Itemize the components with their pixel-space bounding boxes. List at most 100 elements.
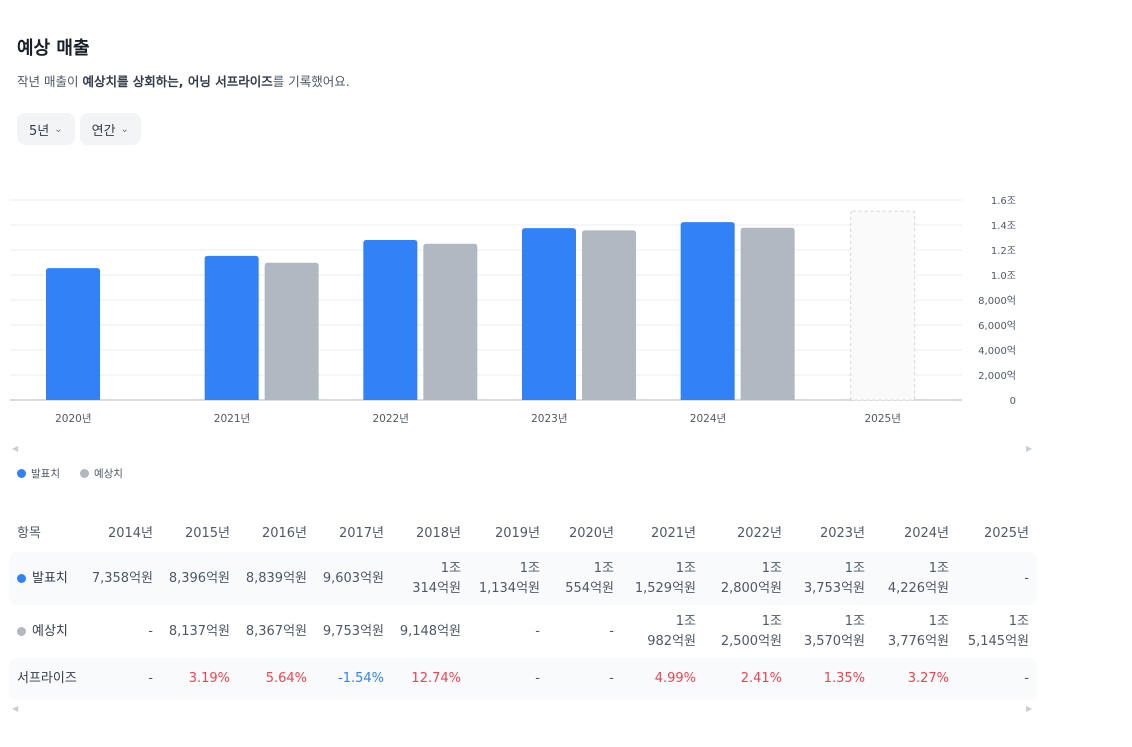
x-tick-label: 2021년 <box>214 413 250 425</box>
table-cell: -1.54% <box>315 658 392 700</box>
table-cell: - <box>957 552 1037 605</box>
legend-dot-actual <box>17 469 26 478</box>
table-cell: - <box>957 658 1037 700</box>
table-cell-line: 1조 <box>928 560 949 576</box>
y-tick-label: 1.6조 <box>991 196 1016 207</box>
scroll-right-arrow-icon[interactable]: ▶ <box>1026 444 1033 453</box>
table-cell: 1조 2,800억원 <box>704 552 790 605</box>
row-label-text: 예상치 <box>32 623 68 639</box>
table-cell: 12.74% <box>392 658 469 700</box>
table-cell-line: - <box>535 623 540 639</box>
table-cell: - <box>469 658 548 700</box>
table-cell-line: 1,134억원 <box>478 580 540 596</box>
y-tick-label: 6,000억 <box>978 320 1016 332</box>
table-cell-line: 9,148억원 <box>399 623 461 639</box>
subtitle-highlight: 예상치를 상회하는, 어닝 서프라이즈 <box>82 74 273 89</box>
table-cell-line: 1조 <box>844 613 865 629</box>
chevron-down-icon: ⌄ <box>54 123 63 135</box>
row-label-actual: 발표치 <box>9 552 84 605</box>
y-tick-label: 0 <box>1010 396 1016 407</box>
subtitle-text-start: 작년 매출이 <box>17 74 83 89</box>
x-tick-label: 2022년 <box>372 413 408 425</box>
table-cell-line: 8,396억원 <box>168 570 230 586</box>
table-cell-line: -1.54% <box>338 671 384 686</box>
interval-filter-dropdown[interactable]: 연간 ⌄ <box>79 113 141 145</box>
legend-item-estimate: 예상치 <box>79 466 123 481</box>
legend-item-actual: 발표치 <box>17 466 60 481</box>
revenue-bar-chart: 0 2,000억 4,000억 6,000억 8,000억 1.0조 1.2조 1.4조 1.6… <box>10 196 1016 425</box>
table-cell: 5.64% <box>238 658 315 700</box>
table-scroll-left-arrow-icon[interactable]: ◀ <box>12 704 19 713</box>
legend-dot-estimate <box>79 469 89 478</box>
table-cell: 8,396억원 <box>161 552 238 605</box>
table-header-year: 2025년 <box>983 525 1029 541</box>
table-cell: 1조 314억원 <box>392 552 469 605</box>
table-cell: 1조 3,570억원 <box>790 605 873 658</box>
table-cell-line: 5.64% <box>265 671 307 686</box>
period-filter-dropdown[interactable]: 5년 ⌄ <box>17 113 75 145</box>
table-header-row: 항목 2014년 2015년 2016년 2017년 2018년 2019년 2020년 20… <box>9 510 1037 552</box>
table-cell: 4.99% <box>622 658 704 700</box>
subtitle-text-end: 를 기록했어요. <box>272 74 350 89</box>
table-header-item: 항목 <box>17 525 41 541</box>
table-cell: 1조 554억원 <box>548 552 622 605</box>
table-header-year: 2024년 <box>903 525 949 541</box>
table-header-year: 2021년 <box>650 525 696 541</box>
table-cell-line: 1조 <box>1008 613 1029 629</box>
table-cell: - <box>84 658 161 700</box>
table-header-year: 2018년 <box>415 525 461 541</box>
table-cell: 1조 1,134억원 <box>469 552 548 605</box>
table-cell: 8,839억원 <box>238 552 315 605</box>
table-cell-line: - <box>609 671 614 686</box>
table-row-surprise: 서프라이즈 - 3.19% 5.64% -1.54% 12.74% - - 4.99% 2.41… <box>9 658 1037 700</box>
table-cell-line: 1조 <box>844 560 865 576</box>
chart-legend: 발표치 예상치 <box>17 466 123 481</box>
bar-estimate <box>582 230 636 400</box>
filter-bar: 5년 ⌄ 연간 ⌄ <box>17 113 141 145</box>
table-cell: 2.41% <box>704 658 790 700</box>
table-header-year: 2020년 <box>568 525 614 541</box>
table-cell: 9,603억원 <box>315 552 392 605</box>
table-cell-line: 3.27% <box>907 671 949 686</box>
table-cell-line: 8,367억원 <box>245 623 307 639</box>
table-cell: 1조 3,753억원 <box>790 552 873 605</box>
table-cell-line: 1조 <box>519 560 540 576</box>
bar-actual <box>522 228 576 400</box>
table-cell-line: 4,226억원 <box>887 580 949 596</box>
revenue-table: 항목 2014년 2015년 2016년 2017년 2018년 2019년 2020년 20… <box>9 510 1037 700</box>
bar-estimate <box>264 262 319 400</box>
table-cell-line: 3,570억원 <box>803 633 865 649</box>
row-label-text: 발표치 <box>32 570 68 586</box>
bar-estimate <box>740 227 795 400</box>
table-cell-line: 554억원 <box>565 580 614 596</box>
table-cell-line: 2,800억원 <box>720 580 782 596</box>
table-scroll-right-arrow-icon[interactable]: ▶ <box>1026 704 1033 713</box>
table-header-year: 2015년 <box>184 525 230 541</box>
table-cell-line: 1조 <box>928 613 949 629</box>
table-cell: - <box>469 605 548 658</box>
legend-label-estimate: 예상치 <box>93 468 123 480</box>
page-title: 예상 매출 <box>17 38 90 59</box>
table-row-estimate: 예상치 -8,137억원 8,367억원 9,753억원 9,148억원 - -1조 982… <box>9 605 1037 658</box>
table-cell: 8,367억원 <box>238 605 315 658</box>
table-cell-line: 3,776억원 <box>887 633 949 649</box>
row-label-estimate: 예상치 <box>9 605 84 658</box>
table-cell-line: - <box>1024 570 1029 586</box>
x-tick-label: 2020년 <box>55 413 91 425</box>
table-header-year: 2019년 <box>494 525 540 541</box>
scroll-left-arrow-icon[interactable]: ◀ <box>12 444 19 453</box>
estimate-dot-icon <box>17 627 26 636</box>
table-cell-line: 1조 <box>675 613 696 629</box>
y-tick-label: 2,000억 <box>978 370 1016 382</box>
table-cell: 3.19% <box>161 658 238 700</box>
table-cell-line: 3.19% <box>188 671 230 686</box>
bar-actual <box>46 268 100 400</box>
table-cell-line: 8,839억원 <box>245 570 307 586</box>
y-tick-label: 1.4조 <box>991 221 1016 232</box>
table-cell-line: 7,358억원 <box>91 570 153 586</box>
table-cell-line: 2.41% <box>740 671 782 686</box>
table-cell-line: 1조 <box>761 560 782 576</box>
period-filter-label: 5년 <box>29 123 50 139</box>
table-cell: 1조 2,500억원 <box>704 605 790 658</box>
table-cell-line: - <box>1024 671 1029 686</box>
